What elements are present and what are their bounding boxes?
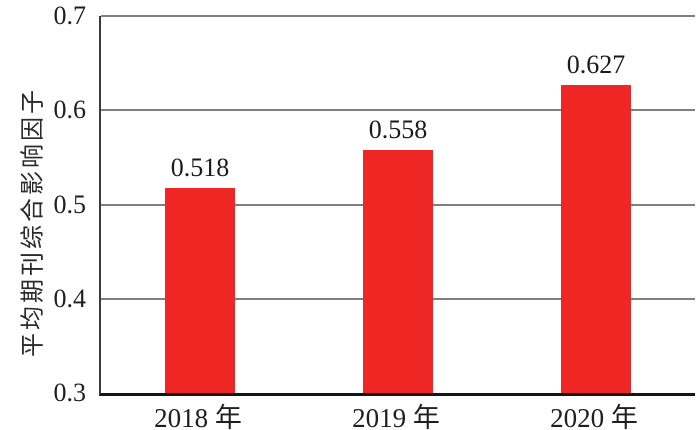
y-tick-label: 0.6	[53, 95, 87, 125]
x-tick-label: 2019 年	[352, 403, 440, 430]
y-tick-label: 0.5	[53, 189, 87, 219]
plot-area: 0.518 0.558 0.627	[99, 15, 695, 396]
y-axis-tick-labels: 0.3 0.4 0.5 0.6 0.7	[0, 1, 88, 407]
bar-2018年	[165, 187, 235, 393]
y-tick-label: 0.3	[53, 378, 87, 407]
gridline	[101, 109, 695, 112]
x-axis-tick-labels: 2018 年 2019 年 2020 年	[99, 396, 693, 430]
bar-value-label: 0.558	[368, 114, 428, 144]
y-tick-label: 0.7	[53, 1, 87, 30]
y-tick-label: 0.4	[53, 283, 87, 313]
x-tick-label: 2020 年	[550, 403, 638, 430]
x-tick-label: 2018 年	[154, 403, 242, 430]
bar-2020年	[561, 84, 631, 393]
bar-value-label: 0.627	[566, 49, 626, 79]
bar-value-label: 0.518	[170, 152, 230, 182]
bar-2019年	[363, 149, 433, 393]
gridline	[101, 15, 695, 17]
